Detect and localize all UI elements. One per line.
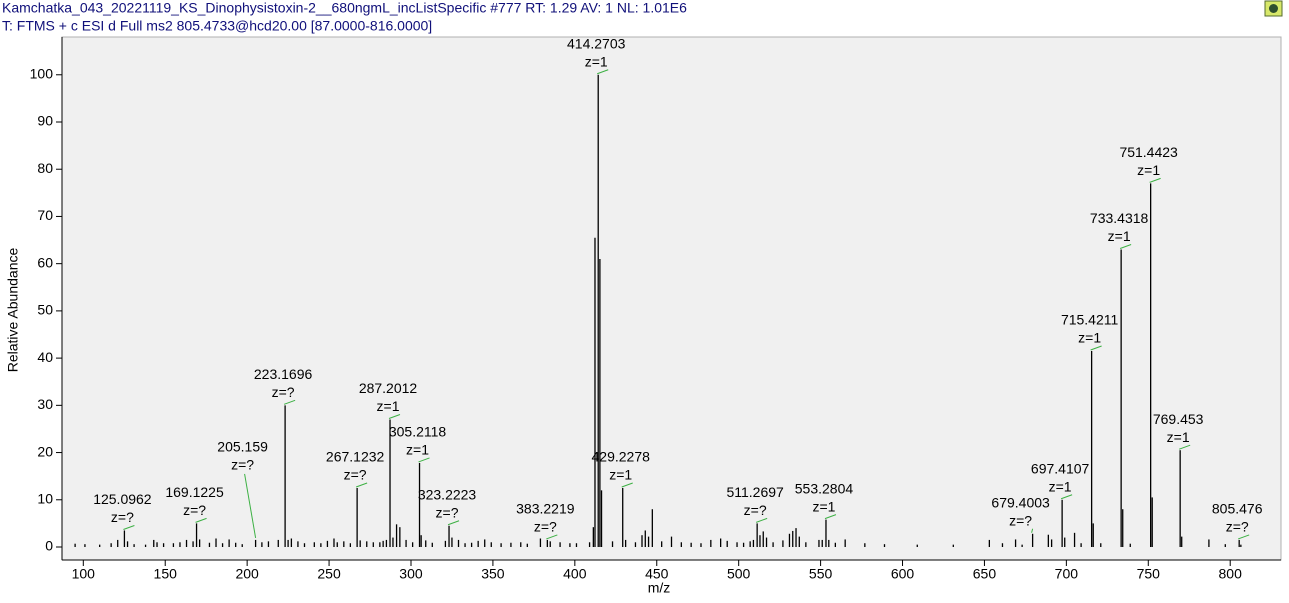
y-tick-label: 70 bbox=[37, 207, 53, 223]
y-tick-label: 50 bbox=[37, 302, 53, 318]
label-leader bbox=[597, 69, 609, 75]
peak-mz-label: 697.4107 bbox=[1031, 460, 1090, 476]
peak-mz-label: 553.2804 bbox=[795, 480, 854, 496]
x-tick-label: 200 bbox=[235, 566, 259, 582]
peak-mz-label: 715.4211 bbox=[1061, 312, 1119, 328]
y-tick-label: 90 bbox=[37, 113, 53, 129]
peak-mz-label: 305.2118 bbox=[389, 424, 447, 440]
x-tick-label: 400 bbox=[563, 566, 587, 582]
x-tick-label: 350 bbox=[481, 566, 505, 582]
y-tick-label: 40 bbox=[37, 349, 53, 365]
peak-mz-label: 287.2012 bbox=[359, 380, 418, 396]
peak-mz-label: 679.4003 bbox=[991, 494, 1050, 510]
y-tick-label: 100 bbox=[30, 65, 54, 81]
peak-charge-label: z=1 bbox=[585, 53, 608, 69]
y-tick-label: 20 bbox=[37, 443, 53, 459]
x-tick-label: 750 bbox=[1137, 566, 1161, 582]
peak-charge-label: z=? bbox=[1009, 512, 1032, 528]
label-leader bbox=[244, 473, 257, 539]
label-leader bbox=[123, 525, 135, 530]
peak-charge-label: z=1 bbox=[406, 442, 429, 458]
x-tick-label: 100 bbox=[72, 566, 96, 582]
peak-mz-label: 733.4318 bbox=[1090, 210, 1149, 226]
y-tick-label: 0 bbox=[45, 538, 53, 554]
peak-mz-label: 383.2219 bbox=[516, 501, 575, 517]
label-leader bbox=[1090, 345, 1102, 351]
peak-charge-label: z=? bbox=[111, 509, 134, 525]
label-leader bbox=[1149, 177, 1161, 183]
peak-charge-label: z=1 bbox=[377, 398, 400, 414]
x-tick-label: 250 bbox=[317, 566, 341, 582]
plot-area bbox=[61, 36, 1282, 561]
label-leader bbox=[755, 517, 768, 523]
label-leader bbox=[1178, 444, 1191, 450]
peak-charge-label: z=1 bbox=[812, 498, 835, 514]
label-leader bbox=[283, 399, 296, 405]
label-leader bbox=[195, 517, 207, 523]
peak-mz-label: 769.453 bbox=[1153, 411, 1204, 427]
peak-charge-label: z=1 bbox=[1167, 429, 1190, 445]
peak-charge-label: z=? bbox=[744, 502, 767, 518]
peak-mz-label: 414.2703 bbox=[567, 35, 626, 51]
label-leader bbox=[621, 482, 633, 488]
peak-mz-label: 125.0962 bbox=[93, 491, 152, 507]
peak-charge-label: z=1 bbox=[1049, 478, 1072, 494]
peak-mz-label: 323.2223 bbox=[418, 486, 477, 502]
x-tick-label: 700 bbox=[1055, 566, 1079, 582]
label-leader bbox=[546, 534, 558, 540]
peak-mz-label: 511.2697 bbox=[726, 484, 784, 500]
peak-mz-label: 205.159 bbox=[217, 439, 268, 455]
y-tick-label: 10 bbox=[37, 490, 53, 506]
x-tick-label: 300 bbox=[399, 566, 423, 582]
peak-mz-label: 805.476 bbox=[1212, 501, 1263, 517]
label-leader bbox=[1238, 534, 1250, 540]
y-tick-label: 60 bbox=[37, 254, 53, 270]
x-tick-label: 600 bbox=[891, 566, 915, 582]
label-leader bbox=[447, 520, 460, 526]
peak-mz-label: 267.1232 bbox=[326, 449, 385, 465]
peak-charge-label: z=? bbox=[534, 519, 557, 535]
y-axis-title: Relative Abundance bbox=[5, 248, 21, 373]
label-leader bbox=[1031, 528, 1034, 533]
peak-charge-label: z=1 bbox=[1078, 330, 1101, 346]
header-line-1: Kamchatka_043_20221119_KS_Dinophysistoxi… bbox=[2, 0, 687, 16]
peak-mz-label: 223.1696 bbox=[254, 366, 313, 382]
label-leader bbox=[1119, 244, 1132, 249]
peak-mz-label: 429.2278 bbox=[592, 449, 651, 465]
peak-charge-label: z=? bbox=[436, 504, 459, 520]
y-tick-label: 80 bbox=[37, 160, 53, 176]
peak-charge-label: z=? bbox=[231, 457, 254, 473]
peak-charge-label: z=1 bbox=[1137, 162, 1160, 178]
icon-dot[interactable] bbox=[1269, 4, 1278, 13]
x-tick-label: 650 bbox=[973, 566, 997, 582]
peak-charge-label: z=? bbox=[183, 502, 206, 518]
label-leader bbox=[824, 514, 837, 520]
x-axis-title: m/z bbox=[648, 580, 671, 596]
peak-charge-label: z=1 bbox=[1108, 228, 1131, 244]
peak-charge-label: z=? bbox=[344, 467, 367, 483]
peak-charge-label: z=? bbox=[272, 384, 295, 400]
peak-mz-label: 169.1225 bbox=[165, 484, 224, 500]
x-tick-label: 800 bbox=[1219, 566, 1243, 582]
corner-icon[interactable] bbox=[1264, 0, 1283, 17]
x-tick-label: 550 bbox=[809, 566, 833, 582]
y-tick-label: 30 bbox=[37, 396, 53, 412]
x-tick-label: 500 bbox=[727, 566, 751, 582]
x-tick-label: 150 bbox=[154, 566, 178, 582]
peak-charge-label: z=? bbox=[1226, 519, 1249, 535]
peak-mz-label: 751.4423 bbox=[1119, 144, 1178, 160]
x-tick-label: 450 bbox=[645, 566, 669, 582]
label-leader bbox=[1060, 494, 1073, 500]
label-leader bbox=[388, 414, 401, 419]
peak-charge-label: z=1 bbox=[609, 467, 632, 483]
label-leader bbox=[418, 457, 430, 463]
header-line-2: T: FTMS + c ESI d Full ms2 805.4733@hcd2… bbox=[2, 18, 432, 34]
label-leader bbox=[355, 482, 368, 488]
